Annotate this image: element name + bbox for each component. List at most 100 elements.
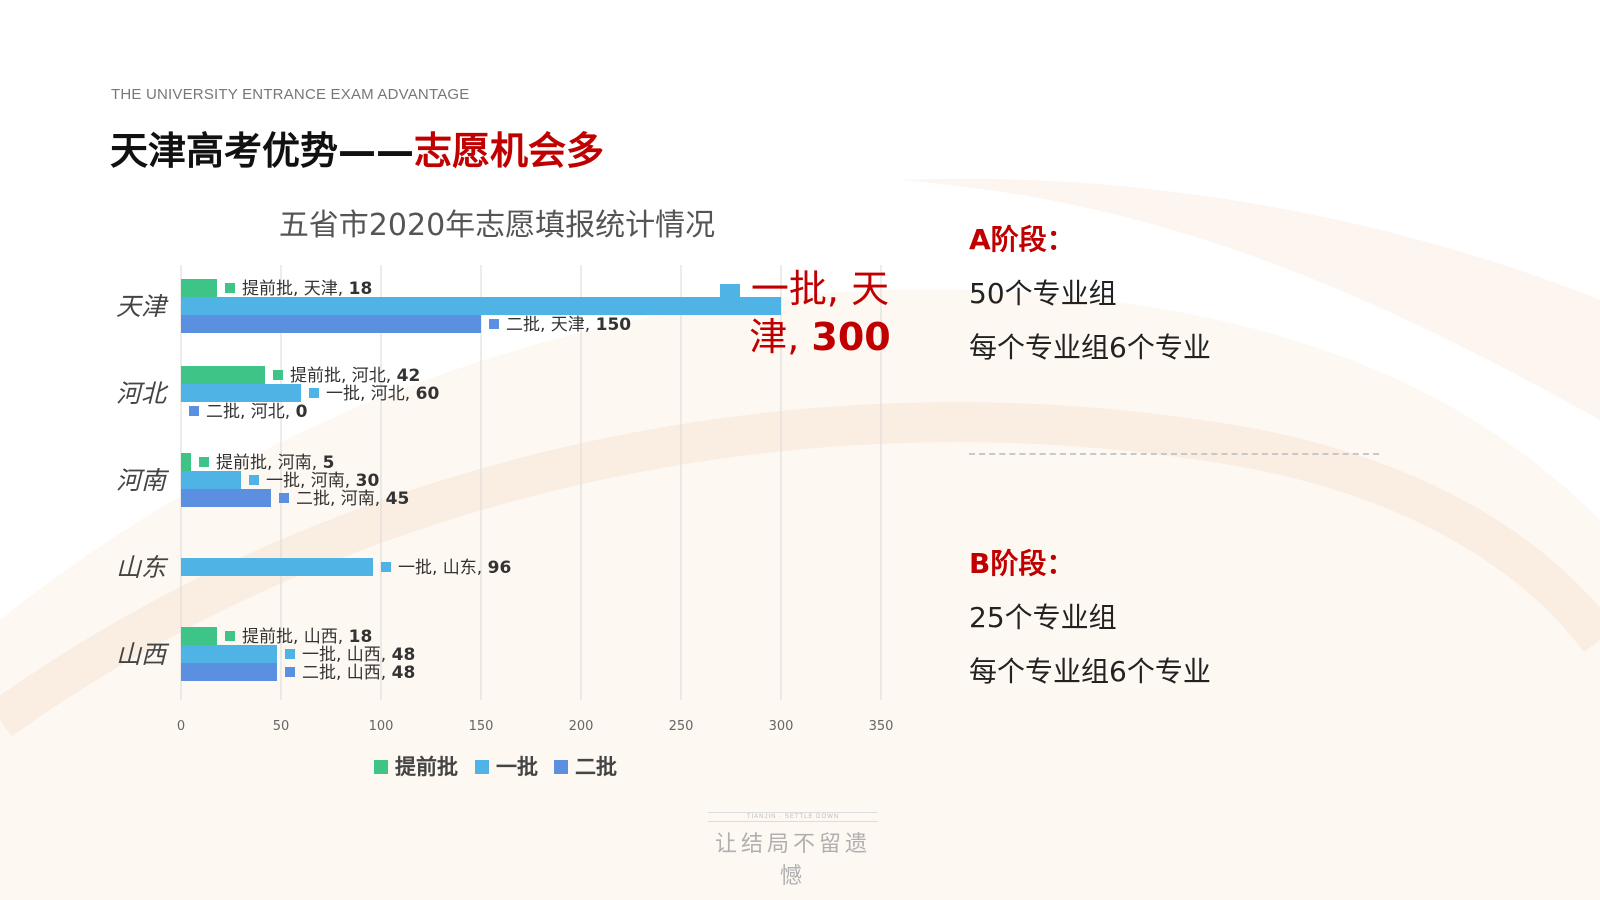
bar [181, 627, 217, 645]
data-label-marker [199, 457, 209, 467]
x-tick-label: 250 [669, 719, 694, 734]
legend-swatch [554, 760, 568, 774]
data-label-text: 提前批, 山西, [242, 627, 349, 647]
stage-b-majors: 每个专业组6个专业 [969, 655, 1211, 688]
bar [181, 663, 277, 681]
data-label-marker [225, 631, 235, 641]
data-label-marker [720, 284, 740, 304]
footer-small-text: TIANJIN · SETTLE DOWN [708, 812, 878, 822]
data-label-text: 提前批, 河北, [290, 366, 397, 386]
x-tick-label: 0 [177, 719, 185, 734]
data-label-text: 二批, 山西, [302, 663, 392, 683]
data-label-marker [225, 283, 235, 293]
legend-swatch [475, 760, 489, 774]
english-subtitle: THE UNIVERSITY ENTRANCE EXAM ADVANTAGE [111, 86, 470, 103]
category-label: 天津 [116, 292, 169, 321]
bar [181, 366, 265, 384]
data-label-value: 150 [596, 315, 632, 335]
data-label-marker [285, 649, 295, 659]
dashed-divider [969, 453, 1379, 455]
data-label-marker [189, 406, 199, 416]
data-label-value: 0 [296, 402, 308, 422]
x-tick-label: 350 [869, 719, 894, 734]
x-tick-label: 50 [273, 719, 290, 734]
data-label-text: 一批, 河南, [266, 471, 356, 491]
page-title: 天津高考优势——志愿机会多 [110, 120, 604, 175]
data-label-text: 二批, 河北, [206, 402, 296, 422]
category-label: 山西 [116, 640, 170, 669]
bar [181, 384, 301, 402]
data-label-value: 42 [397, 366, 421, 386]
data-label-callout-line2: 津, 300 [749, 315, 891, 359]
data-label-marker [489, 319, 499, 329]
bar [181, 471, 241, 489]
data-label: 一批, 山西, 48 [302, 645, 415, 665]
legend-entry: 提前批 [395, 755, 458, 779]
data-label-callout-text: 津, [749, 315, 811, 359]
legend-swatch [374, 760, 388, 774]
data-label: 一批, 山东, 96 [398, 558, 511, 578]
bar [181, 645, 277, 663]
data-label: 提前批, 山西, 18 [242, 627, 372, 647]
data-label-marker [279, 493, 289, 503]
data-label-text: 一批, 河北, [326, 384, 416, 404]
data-label-marker [249, 475, 259, 485]
x-tick-label: 100 [369, 719, 394, 734]
chart-title: 五省市2020年志愿填报统计情况 [279, 208, 715, 243]
category-label: 山东 [116, 553, 169, 582]
data-label: 提前批, 河南, 5 [216, 453, 334, 473]
data-label-marker [285, 667, 295, 677]
data-label: 提前批, 天津, 18 [242, 279, 372, 299]
footer-logo: TIANJIN · SETTLE DOWN 让结局不留遗憾 [708, 812, 878, 890]
data-label: 一批, 河南, 30 [266, 471, 379, 491]
bar [181, 297, 781, 315]
data-label: 二批, 山西, 48 [302, 663, 415, 683]
footer-slogan: 让结局不留遗憾 [714, 832, 871, 889]
x-tick-label: 300 [769, 719, 794, 734]
data-label-value: 45 [386, 489, 410, 509]
data-label: 二批, 河北, 0 [206, 402, 308, 422]
data-label-value: 30 [356, 471, 380, 491]
stage-a-groups: 50个专业组 [969, 277, 1117, 310]
bar [181, 279, 217, 297]
data-label: 一批, 河北, 60 [326, 384, 439, 404]
bar [181, 489, 271, 507]
data-label-text: 一批, 山西, [302, 645, 392, 665]
data-label-text: 提前批, 河南, [216, 453, 323, 473]
data-label-marker [273, 370, 283, 380]
stage-b-groups: 25个专业组 [969, 601, 1117, 634]
bar [181, 453, 191, 471]
data-label: 提前批, 河北, 42 [290, 366, 420, 386]
data-label-marker [381, 562, 391, 572]
stage-a-heading: A阶段： [969, 223, 1075, 256]
legend-entry: 二批 [575, 755, 617, 779]
data-label-value: 48 [392, 663, 416, 683]
stage-a-majors: 每个专业组6个专业 [969, 331, 1211, 364]
data-label-value: 18 [349, 279, 373, 299]
data-label-text: 二批, 天津, [506, 315, 596, 335]
category-label: 河南 [116, 466, 170, 495]
data-label-value: 60 [416, 384, 440, 404]
legend-entry: 一批 [496, 755, 538, 779]
data-label-callout-value: 300 [811, 315, 890, 359]
data-label-text: 提前批, 天津, [242, 279, 349, 299]
bar [181, 558, 373, 576]
data-label: 二批, 河南, 45 [296, 489, 409, 509]
page-title-main: 天津高考优势—— [110, 129, 415, 173]
bar [181, 315, 481, 333]
stage-b-heading: B阶段： [969, 547, 1075, 580]
data-label-text: 一批, 山东, [398, 558, 488, 578]
data-label: 二批, 天津, 150 [506, 315, 631, 335]
data-label-text: 二批, 河南, [296, 489, 386, 509]
data-label-callout-line1: 一批, 天 [751, 267, 889, 311]
category-label: 河北 [116, 379, 169, 408]
data-label-value: 96 [488, 558, 512, 578]
x-tick-label: 200 [569, 719, 594, 734]
data-label-marker [309, 388, 319, 398]
data-label-value: 48 [392, 645, 416, 665]
x-tick-label: 150 [469, 719, 494, 734]
data-label-value: 5 [323, 453, 335, 473]
page-title-highlight: 志愿机会多 [414, 129, 605, 173]
data-label-value: 18 [349, 627, 373, 647]
